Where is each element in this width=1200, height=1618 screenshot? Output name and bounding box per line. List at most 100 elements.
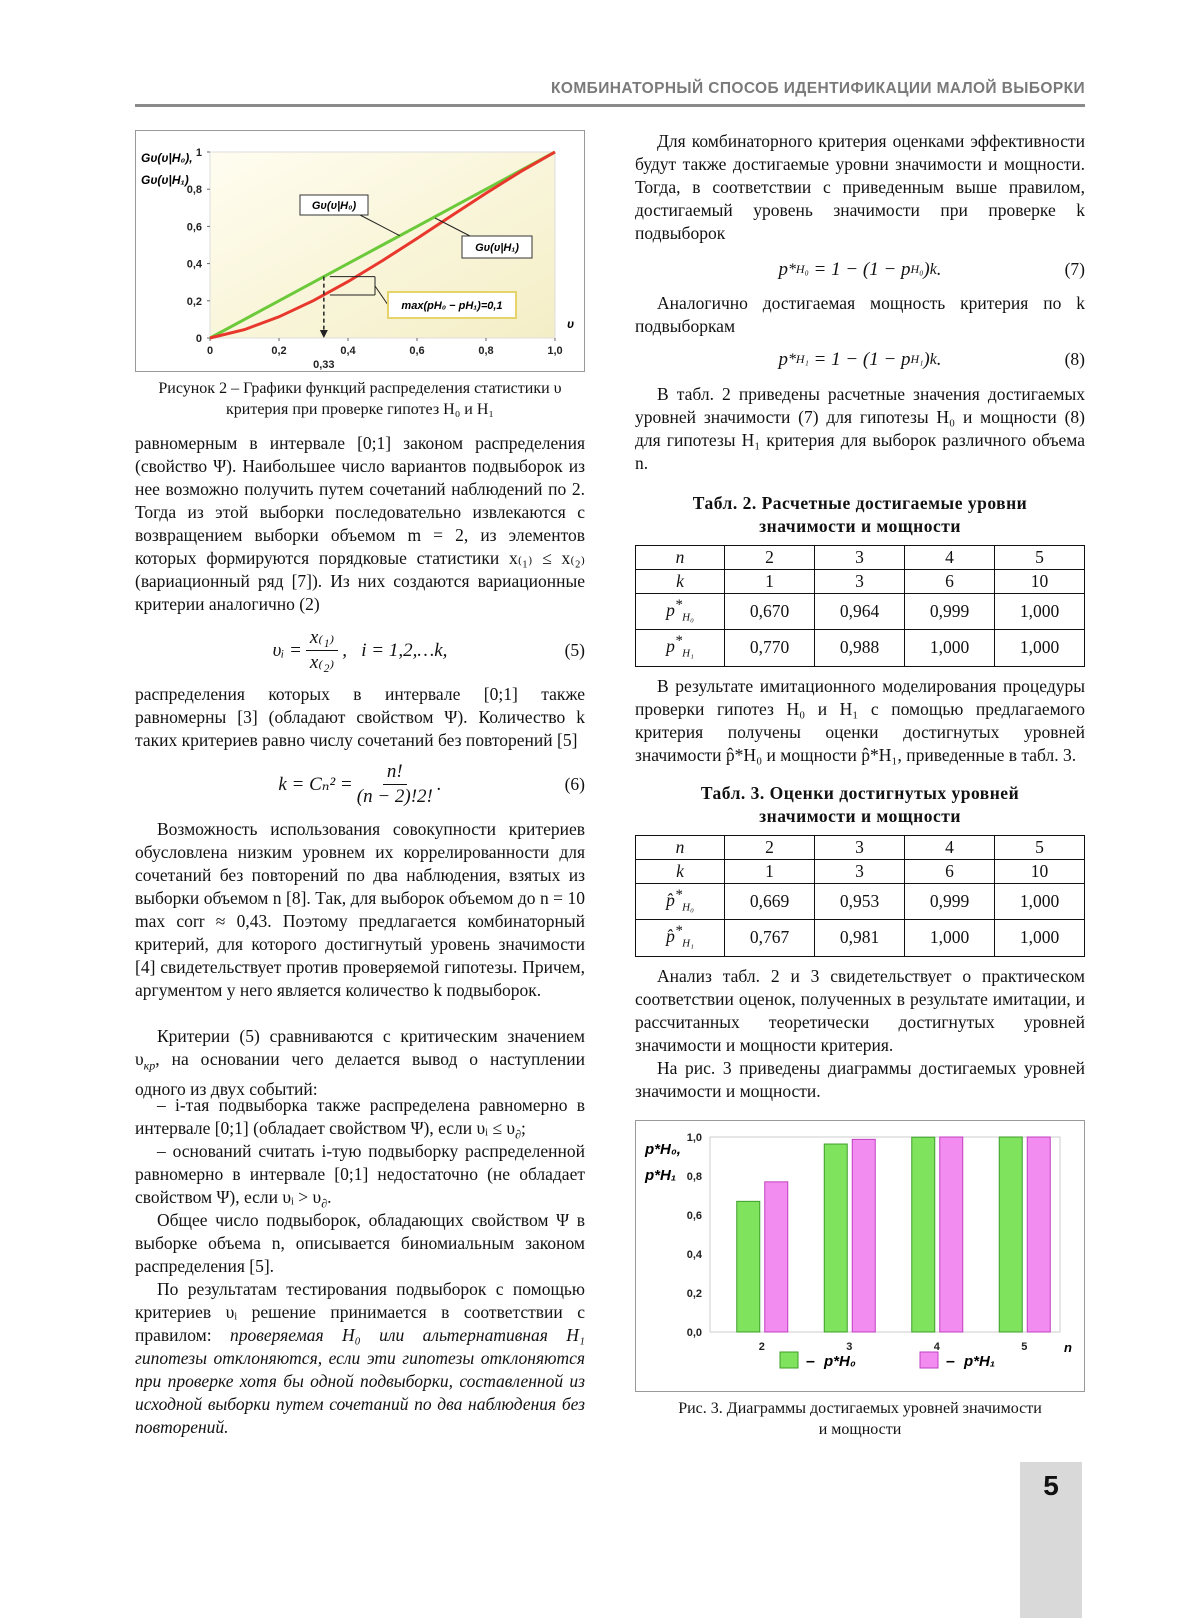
y-tick-label: 0,8 (687, 1171, 702, 1183)
table-cell: 3 (815, 546, 905, 570)
figure-caption: Рисунок 2 – Графики функций распределени… (135, 378, 585, 420)
cell-text: H₁ (682, 938, 694, 950)
paragraph: Для комбинаторного критерия оценками эфф… (635, 130, 1085, 245)
paragraph: Возможность использования совокупности к… (135, 818, 585, 1002)
table-cell: p̂*H₁ (636, 920, 725, 956)
formula-part: H₁ (796, 348, 809, 371)
table-title: Табл. 2. Расчетные достигаемые уровнизна… (635, 492, 1085, 538)
table-cell: 1 (725, 570, 815, 594)
y-axis-title: Gυ(υ|H₀), (141, 151, 193, 165)
table-row: p*H₁0,7700,9881,0001,000 (636, 630, 1085, 666)
x-tick-label: 1,0 (547, 345, 562, 357)
table-cell: 1,000 (905, 630, 995, 666)
y-tick-label: 0,4 (687, 1249, 703, 1261)
text: , на основании чего делается вывод о нас… (135, 1049, 585, 1099)
paragraph: По результатам тестирования подвыборок с… (135, 1278, 585, 1439)
bar (824, 1144, 847, 1332)
formula-part: = 1 − (1 − p (809, 258, 911, 281)
caption-line: Рисунок 2 – Графики функций распределени… (135, 378, 585, 399)
title-line: значимости и мощности (635, 805, 1085, 828)
table-cell: 0,670 (725, 594, 815, 630)
table-cell: 3 (815, 860, 905, 884)
x-tick-label: 3 (846, 1341, 852, 1353)
y-tick-label: 0,2 (187, 296, 202, 308)
table-cell: 0,999 (905, 884, 995, 920)
formula-part: H₁ (911, 348, 924, 371)
formula-part: k (930, 258, 937, 281)
bar (912, 1137, 935, 1332)
table-cell: 3 (815, 836, 905, 860)
x-tick-label: 2 (759, 1341, 765, 1353)
y-tick-label: 0,6 (687, 1210, 702, 1222)
paragraph: В табл. 2 приведены расчетные значения д… (635, 383, 1085, 475)
table-cell: 0,669 (725, 884, 815, 920)
legend-dash: – (946, 1353, 955, 1370)
table-row: p̂*H₀0,6690,9530,9991,000 (636, 884, 1085, 920)
y-axis-title: Gυ(υ|H₁) (141, 173, 189, 187)
y-tick-label: 0 (196, 333, 202, 345)
y-tick-label: 0,8 (187, 184, 202, 196)
formula: p*H₁ = 1 − (1 − pH₁)k. (8) (635, 342, 1085, 376)
table-row: k13610 (636, 570, 1085, 594)
paragraph: В результате имитационного моделирования… (635, 675, 1085, 767)
y-tick-label: 0,6 (187, 221, 202, 233)
cell-text: H₀ (682, 611, 694, 623)
formula-part: H₀ (796, 258, 809, 281)
formula-part: * (788, 348, 796, 371)
formula: k = Cₙ² = n!(n − 2)!2! . (6) (135, 756, 585, 812)
table: n2345k13610p*H₀0,6700,9640,9991,000p*H₁0… (635, 545, 1085, 667)
formula: υᵢ = x₍₁₎x₍₂₎ , i = 1,2,…k, (5) (135, 622, 585, 678)
cell-text: H₁ (682, 648, 694, 660)
bar (737, 1201, 760, 1332)
running-header: КОМБИНАТОРНЫЙ СПОСОБ ИДЕНТИФИКАЦИИ МАЛОЙ… (551, 80, 1085, 98)
y-tick-label: 1 (196, 147, 202, 159)
table-cell: n (636, 836, 725, 860)
paragraph: – оснований считать i-тую подвыборку рас… (135, 1140, 585, 1216)
text: – оснований считать i-тую подвыборку рас… (135, 1141, 585, 1207)
x-tick-label: 0,8 (478, 345, 493, 357)
text: кр (144, 1059, 156, 1073)
formula-part: k = Cₙ² = (278, 773, 352, 796)
table-cell: p*H₁ (636, 630, 725, 666)
formula-part: p (778, 258, 788, 281)
table-cell: 1,000 (995, 920, 1085, 956)
paragraph: распределения которых в интервале [0;1] … (135, 683, 585, 752)
page-number: 5 (1020, 1470, 1082, 1502)
table-cell: n (636, 546, 725, 570)
numerator: n! (383, 760, 407, 785)
y-tick-label: 1,0 (687, 1132, 702, 1144)
denominator: x₍₂₎ (310, 651, 334, 675)
table-row: p*H₀0,6700,9640,9991,000 (636, 594, 1085, 630)
numerator: x₍₁₎ (306, 626, 338, 651)
y-tick-label: 0,0 (687, 1327, 702, 1339)
table-row: k13610 (636, 860, 1085, 884)
bar (1027, 1137, 1050, 1332)
formula-part: p (778, 348, 788, 371)
title-line: значимости и мощности (635, 515, 1085, 538)
figure-caption: Рис. 3. Диаграммы достигаемых уровней зн… (635, 1398, 1085, 1440)
table-title: Табл. 3. Оценки достигнутых уровнейзначи… (635, 782, 1085, 828)
table-row: n2345 (636, 836, 1085, 860)
formula-part: . (937, 348, 942, 371)
table-cell: 6 (905, 570, 995, 594)
x-axis-title: n (1064, 1340, 1072, 1355)
paragraph: Критерии (5) сравниваются с критическим … (135, 1025, 585, 1101)
paragraph: Аналогично достигаемая мощность критерия… (635, 292, 1085, 338)
annotation: max(pH₀ − pH₁)=0,1 (401, 300, 502, 312)
cell-text: * (675, 923, 682, 939)
y-axis-title: p*H₀, (644, 1141, 681, 1158)
table-row: n2345 (636, 546, 1085, 570)
header-rule (135, 104, 1085, 107)
legend-dash: – (806, 1353, 815, 1370)
table-cell: 2 (725, 546, 815, 570)
table-cell: 1 (725, 860, 815, 884)
formula-part: . (937, 258, 942, 281)
cell-text: p (666, 636, 675, 656)
equation-number: (7) (1065, 258, 1085, 281)
bar (999, 1137, 1022, 1332)
paragraph: Анализ табл. 2 и 3 свидетельствует о пра… (635, 965, 1085, 1057)
x-tick-label: 4 (934, 1341, 941, 1353)
table-cell: p*H₀ (636, 594, 725, 630)
x-tick-label: 0,2 (271, 345, 286, 357)
